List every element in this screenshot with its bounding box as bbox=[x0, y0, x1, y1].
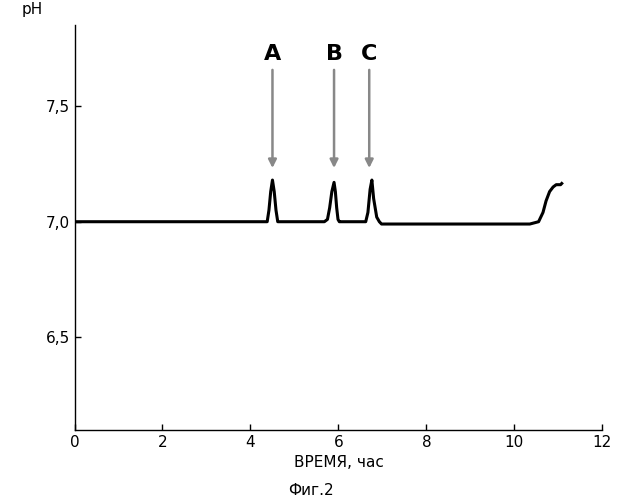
Text: Фиг.2: Фиг.2 bbox=[288, 483, 333, 498]
Text: A: A bbox=[264, 44, 281, 165]
Text: C: C bbox=[361, 44, 378, 165]
X-axis label: ВРЕМЯ, час: ВРЕМЯ, час bbox=[294, 456, 383, 470]
Text: B: B bbox=[325, 44, 343, 165]
Y-axis label: pH: pH bbox=[22, 2, 43, 17]
